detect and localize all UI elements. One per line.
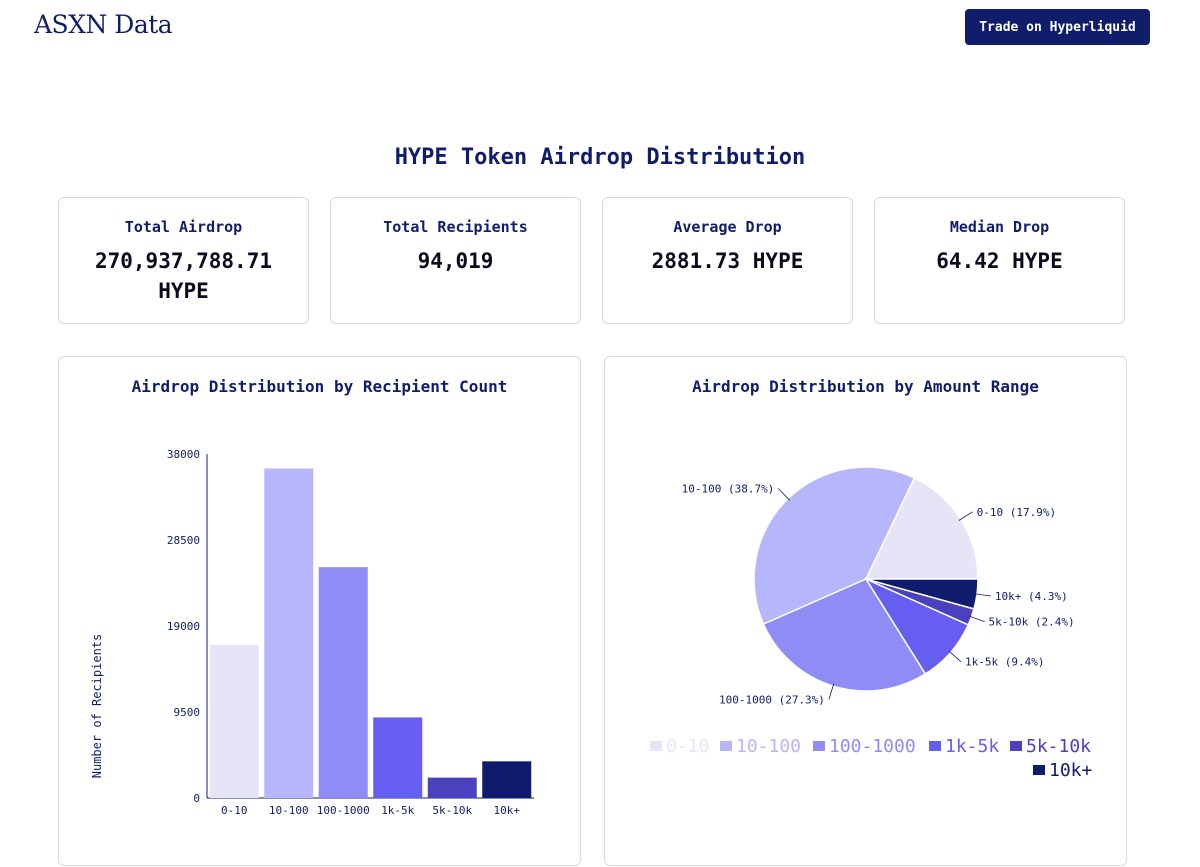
legend-label[interactable]: 100-1000: [829, 736, 916, 757]
y-axis-title: Number of Recipients: [90, 634, 104, 779]
y-tick-label: 19000: [167, 620, 200, 633]
legend-swatch: [720, 741, 732, 751]
pie-slice-label: 5k-10k (2.4%): [989, 616, 1075, 629]
bar-0-10[interactable]: [209, 645, 259, 798]
bar-100-1000[interactable]: [318, 567, 368, 798]
legend-swatch: [813, 741, 825, 751]
brand-logo[interactable]: ASXN Data: [34, 10, 173, 39]
stat-value: 2881.73 HYPE: [651, 249, 804, 273]
bar-10k+[interactable]: [482, 761, 532, 798]
bar-10-100[interactable]: [264, 468, 314, 798]
legend-label[interactable]: 10k+: [1049, 760, 1093, 781]
legend-label[interactable]: 10-100: [736, 736, 801, 757]
x-tick-label: 1k-5k: [381, 804, 414, 817]
stat-label: Total Airdrop: [124, 218, 243, 236]
legend-swatch: [1033, 765, 1045, 775]
legend-label[interactable]: 5k-10k: [1026, 736, 1091, 757]
pie-chart-panel: Airdrop Distribution by Amount Range 0-1…: [604, 356, 1127, 866]
legend-swatch: [650, 741, 662, 751]
pie-chart: 0-10 (17.9%) 10-100 (38.7%) 100-1000 (27.3…: [650, 466, 1093, 781]
bar-1k-5k[interactable]: [373, 717, 423, 798]
pie-slice-label: 1k-5k (9.4%): [965, 656, 1044, 669]
pie-leader-line: [778, 488, 790, 501]
x-tick-label: 10-100: [269, 804, 309, 817]
y-tick-label: 28500: [167, 534, 200, 547]
legend-swatch: [1010, 741, 1022, 751]
x-tick-label: 5k-10k: [432, 804, 472, 817]
stat-card-average-drop: Average Drop 2881.73 HYPE: [602, 197, 853, 324]
bar-chart-panel: Airdrop Distribution by Recipient Count …: [58, 356, 581, 866]
pie-chart-title: Airdrop Distribution by Amount Range: [692, 377, 1039, 396]
pie-leader-line: [828, 683, 835, 700]
stat-value: 94,019: [417, 249, 494, 273]
pie-leader-line: [969, 615, 985, 623]
pie-leader-line: [948, 650, 962, 663]
pie-slice-label: 0-10 (17.9%): [977, 506, 1056, 519]
bar-chart: 0 9500 19000 28500 38000 0-10 10-100 100-1000 1k…: [90, 448, 534, 817]
pie-leader-line: [958, 511, 973, 521]
stat-label: Average Drop: [673, 218, 782, 236]
y-tick-label: 9500: [174, 706, 201, 719]
pie-slice-label: 10-100 (38.7%): [682, 483, 775, 496]
bar-chart-title: Airdrop Distribution by Recipient Count: [131, 377, 508, 396]
pie-slice-label: 10k+ (4.3%): [995, 590, 1068, 603]
legend-label[interactable]: 0-10: [666, 736, 709, 757]
x-tick-label: 10k+: [494, 804, 521, 817]
stat-card-median-drop: Median Drop 64.42 HYPE: [874, 197, 1125, 324]
trade-on-hyperliquid-button[interactable]: Trade on Hyperliquid: [965, 9, 1150, 45]
stat-value: 64.42 HYPE: [936, 249, 1063, 273]
y-tick-label: 0: [193, 792, 200, 805]
y-tick-label: 38000: [167, 448, 200, 461]
stat-card-total-airdrop: Total Airdrop 270,937,788.71 HYPE: [58, 197, 309, 324]
pie-slice-label: 100-1000 (27.3%): [719, 693, 825, 706]
legend-swatch: [929, 741, 941, 751]
stat-label: Median Drop: [949, 218, 1050, 236]
stat-card-total-recipients: Total Recipients 94,019: [330, 197, 581, 324]
stat-label: Total Recipients: [383, 218, 528, 236]
pie-leader-line: [974, 593, 991, 597]
x-tick-label: 0-10: [221, 804, 248, 817]
stat-value: 270,937,788.71 HYPE: [94, 249, 272, 303]
page-title: HYPE Token Airdrop Distribution: [394, 145, 806, 170]
x-tick-label: 100-1000: [317, 804, 370, 817]
bar-5k-10k[interactable]: [427, 777, 477, 798]
legend-label[interactable]: 1k-5k: [945, 736, 999, 757]
